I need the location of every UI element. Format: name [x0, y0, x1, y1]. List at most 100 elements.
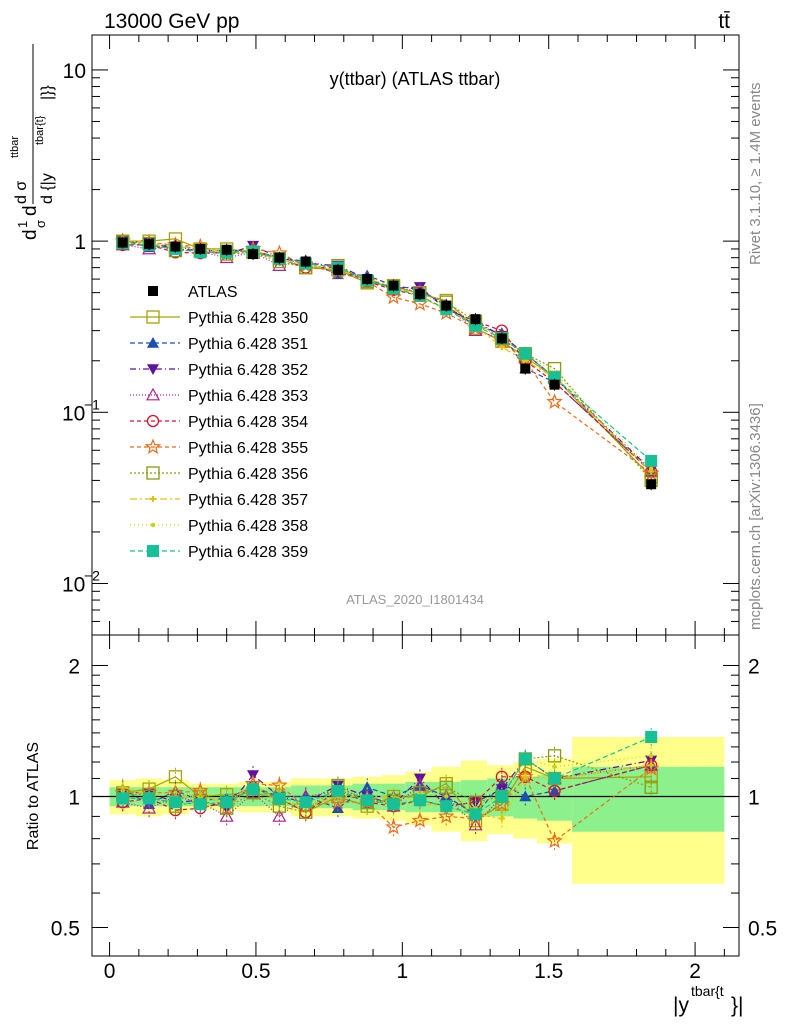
ratio-frame	[91, 634, 740, 957]
ratio-marker	[194, 798, 207, 811]
ratio-marker	[173, 790, 178, 795]
x-axis: 0 0.5 1 1.5 2	[104, 35, 725, 983]
ratio-marker	[219, 809, 234, 822]
legend-marker	[146, 310, 160, 324]
legend-label: Pythia 6.428 351	[188, 336, 308, 353]
legend-entry-data: ATLAS	[148, 284, 238, 301]
data-point	[520, 363, 531, 374]
main-title: y(ttbar) (ATLAS ttbar)	[330, 69, 501, 89]
data-point	[144, 239, 155, 250]
legend-label: Pythia 6.428 356	[188, 466, 308, 483]
ratio-marker	[273, 792, 286, 805]
ratio-y-tick-label: 1	[68, 786, 80, 809]
legend-label: Pythia 6.428 359	[188, 544, 308, 561]
ratio-marker	[546, 832, 563, 849]
legend-marker	[144, 438, 162, 455]
y-label-den-tail: |}}	[39, 85, 56, 101]
legend-marker	[147, 364, 159, 375]
legend-label: Pythia 6.428 354	[188, 414, 308, 431]
ratio-marker	[644, 780, 658, 794]
legend-marker	[147, 337, 159, 348]
series-line	[122, 240, 652, 471]
series-9	[120, 238, 654, 471]
ratio-marker	[522, 773, 529, 780]
series-marker	[546, 393, 563, 409]
legend-entry-6: Pythia 6.428 355	[130, 438, 308, 457]
y-tick-label: 10	[62, 573, 85, 596]
legend-entry-8: Pythia 6.428 357	[130, 492, 308, 509]
series-marker	[642, 464, 660, 481]
y-tick-label: 10	[62, 402, 85, 425]
legend-entry-3: Pythia 6.428 352	[130, 362, 308, 379]
ratio-y-axis-label: Ratio to ATLAS	[25, 742, 42, 850]
x-tick-label: 2	[689, 960, 701, 983]
data-point	[117, 237, 128, 248]
ratio-y-axis: 0.5 0.5 1 1 2 2	[51, 655, 777, 940]
legend-entry-5: Pythia 6.428 354	[130, 414, 308, 431]
data-point	[170, 241, 181, 252]
x-label-base: |y	[673, 994, 689, 1017]
series-line	[122, 239, 652, 469]
ratio-line	[122, 758, 652, 809]
y-tick-exponent: −2	[84, 567, 100, 583]
series-marker	[498, 344, 505, 351]
data-point	[646, 479, 657, 490]
ratio-marker	[468, 817, 483, 831]
analysis-watermark: ATLAS_2020_I1801434	[346, 592, 484, 607]
series-marker	[385, 288, 402, 305]
y-label-d: d	[20, 205, 41, 216]
ratio-marker	[411, 811, 429, 828]
series-marker	[519, 347, 532, 360]
ratio-y-tick-label-right: 0.5	[748, 917, 777, 940]
ratio-marker	[271, 776, 288, 793]
ratio-marker	[495, 790, 508, 803]
legend-marker	[147, 545, 159, 557]
legend-entry-1: Pythia 6.428 350	[130, 310, 308, 327]
ratio-marker	[642, 759, 660, 776]
legend-label: ATLAS	[188, 284, 238, 301]
y-label-den: d {|y	[39, 173, 56, 204]
ratio-marker	[247, 783, 260, 796]
ratio-marker	[648, 753, 654, 759]
legend-entry-9: Pythia 6.428 358	[130, 518, 308, 535]
legend: ATLAS Pythia 6.428 350 Pythia 6.428 351 Pyt…	[130, 284, 308, 561]
ratio-marker	[143, 792, 156, 805]
header-right-label: tt̄	[718, 10, 730, 33]
legend-marker	[146, 466, 160, 480]
mcplots-label: mcplots.cern.ch [arXiv:1306.3436]	[747, 403, 764, 630]
rivet-version-label: Rivet 3.1.10, ≥ 1.4M events	[747, 83, 764, 266]
x-label-sup: tbar{t	[691, 983, 724, 999]
ratio-marker	[469, 808, 482, 821]
ratio-marker	[385, 818, 402, 835]
x-tick-label: 0	[104, 960, 116, 983]
ratio-marker	[519, 752, 532, 765]
series-marker	[645, 454, 658, 467]
main-panel: y(ttbar) (ATLAS ttbar) ATLAS_2020_I18014…	[9, 34, 740, 636]
legend-entry-2: Pythia 6.428 351	[130, 336, 308, 353]
data-point	[362, 274, 373, 285]
header-left-label: 13000 GeV pp	[104, 10, 239, 33]
y-label-frac-den: σ	[33, 220, 48, 228]
legend-marker	[150, 496, 156, 502]
ratio-marker	[220, 796, 233, 809]
legend-label: Pythia 6.428 352	[188, 362, 308, 379]
legend-label: Pythia 6.428 355	[188, 440, 308, 457]
series-line	[122, 238, 652, 473]
data-point	[300, 256, 311, 267]
main-y-axis-label: d 1 σ d d σ ttbar d {|y tbar{t} |}}	[9, 44, 56, 240]
data-point	[388, 280, 399, 291]
ratio-marker	[444, 794, 449, 799]
ratio-y-tick-label: 2	[68, 655, 80, 678]
legend-label: Pythia 6.428 357	[188, 492, 308, 509]
data-point	[549, 379, 560, 390]
ratio-marker	[645, 730, 658, 743]
legend-entry-7: Pythia 6.428 356	[130, 466, 308, 483]
data-point	[248, 249, 259, 260]
legend-marker	[150, 522, 156, 528]
ratio-marker	[331, 784, 344, 797]
ratio-marker	[548, 772, 561, 785]
y-label-num-sup: ttbar	[9, 136, 21, 158]
legend-label: Pythia 6.428 353	[188, 388, 308, 405]
ratio-marker	[498, 815, 505, 822]
ratio-marker	[437, 807, 455, 824]
